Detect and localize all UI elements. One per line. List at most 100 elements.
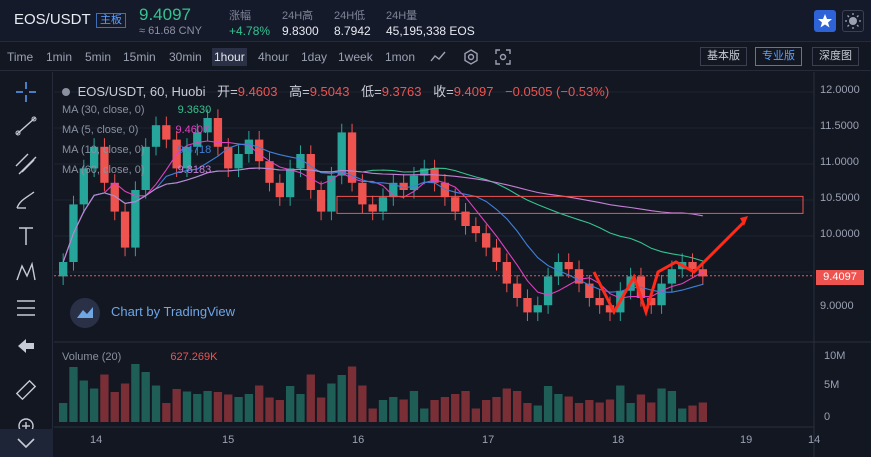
drawn-zigzag-arrow [592, 220, 746, 317]
candle-body [420, 168, 429, 176]
volume-bar [430, 400, 439, 422]
timeframe-15min[interactable]: 15min [123, 50, 156, 64]
candle-body [203, 118, 212, 133]
candle-body [316, 190, 326, 212]
back-arrow-icon[interactable] [14, 334, 38, 358]
volume-bar [203, 391, 212, 422]
pattern-tool-icon[interactable] [14, 260, 38, 284]
timeframe-1mon[interactable]: 1mon [385, 50, 416, 64]
candle-body [471, 226, 481, 234]
ma60-value: 9.8183 [177, 164, 212, 176]
trendline-icon[interactable] [14, 114, 38, 138]
candle-body [574, 269, 584, 284]
candle-body [285, 168, 295, 198]
volume-bar [595, 402, 604, 422]
candle-body [688, 262, 697, 270]
candle-body [647, 298, 656, 306]
chart-symbol[interactable]: EOS/USDT, 60, Huobi [77, 84, 206, 99]
volume-name: Volume (20) [62, 351, 122, 363]
open-value: 9.4603 [237, 84, 278, 99]
ma5-legend[interactable]: MA (5, close, 0) 9.4607 [62, 124, 209, 136]
tradingview-logo-icon [70, 298, 100, 328]
ma30-value: 9.3630 [177, 104, 212, 116]
stat-high-label: 24H高 [282, 10, 314, 22]
candle-body [451, 197, 460, 212]
collapse-toolbar-button[interactable] [0, 429, 53, 457]
price-chart[interactable]: 12.0000 11.5000 11.0000 10.5000 10.0000 9.000… [54, 72, 871, 457]
settings-gear-icon[interactable] [462, 48, 480, 66]
candle-body [657, 283, 666, 306]
fib-tool-icon[interactable] [14, 296, 38, 320]
candle-body [255, 139, 264, 162]
ma10-legend[interactable]: MA (10, close, 0) 9.4718 [62, 144, 211, 156]
candle-body [358, 182, 367, 205]
volume-bar [657, 388, 666, 422]
candle-body [523, 298, 532, 313]
price-axis-label: 9.0000 [820, 300, 854, 312]
tradingview-watermark[interactable]: Chart by TradingView [111, 304, 236, 319]
timeframe-1week[interactable]: 1week [338, 50, 373, 64]
ma10-name: MA (10, close, 0) [62, 144, 145, 156]
volume-bar [296, 394, 305, 422]
volume-bar [182, 391, 192, 422]
favorite-star-icon[interactable] [814, 10, 836, 32]
timeframe-1day[interactable]: 1day [301, 50, 328, 64]
volume-bar [337, 375, 346, 422]
crosshair-icon[interactable] [14, 80, 38, 104]
volume-legend[interactable]: Volume (20) 627.269K [62, 351, 217, 363]
high-value: 9.5043 [309, 84, 350, 99]
timeframe-1min[interactable]: 1min [46, 50, 73, 64]
ma30-legend[interactable]: MA (30, close, 0) 9.3630 [62, 104, 211, 116]
parallel-channel-icon[interactable] [14, 152, 38, 176]
volume-bar [120, 383, 130, 422]
chart-toolbar: Time 1min 5min 15min 30min 1hour 4hour 1… [0, 43, 871, 71]
timeframe-4hour[interactable]: 4hour [258, 50, 289, 64]
candle-body [554, 262, 563, 277]
screenshot-icon[interactable] [494, 48, 512, 66]
volume-bar [502, 388, 511, 422]
indicator-icon[interactable] [429, 48, 447, 66]
candle-body [162, 125, 171, 140]
volume-bar [451, 394, 460, 422]
volume-bar [347, 366, 357, 422]
volume-bar [234, 397, 243, 422]
volume-bar [358, 385, 367, 422]
time-axis-label: 15 [222, 434, 234, 446]
volume-bar [626, 403, 635, 422]
volume-bar [533, 405, 542, 422]
volume-bar [554, 394, 563, 422]
candle-body [327, 175, 336, 212]
pro-version-tab[interactable]: 专业版 [755, 47, 802, 66]
ma5-value: 9.4607 [175, 124, 210, 136]
volume-bar [574, 403, 584, 422]
candle-body [234, 154, 243, 169]
volume-bar [698, 402, 707, 422]
time-axis-label: 14 [808, 434, 820, 446]
timeframe-1hour[interactable]: 1hour [212, 48, 247, 66]
basic-version-tab[interactable]: 基本版 [700, 47, 747, 66]
volume-bar [461, 391, 470, 422]
ma60-name: MA (60, close, 0) [62, 164, 145, 176]
pair-name[interactable]: EOS/USDT [14, 11, 91, 28]
candle-body [461, 211, 470, 226]
candle-body [59, 262, 68, 277]
stat-high-value: 9.8300 [282, 24, 319, 38]
volume-bar [378, 400, 388, 422]
brush-icon[interactable] [14, 188, 38, 212]
volume-bar [492, 397, 501, 422]
candle-body [492, 247, 501, 262]
volume-bar [399, 399, 408, 422]
text-tool-icon[interactable] [14, 224, 38, 248]
theme-toggle-icon[interactable] [842, 10, 864, 32]
timeframe-time[interactable]: Time [7, 50, 34, 64]
volume-bar [667, 391, 677, 422]
timeframe-5min[interactable]: 5min [85, 50, 112, 64]
volume-bar [616, 385, 625, 422]
time-axis-label: 18 [612, 434, 624, 446]
volume-bar [306, 374, 315, 422]
depth-chart-tab[interactable]: 深度图 [812, 47, 859, 66]
candle-body [502, 262, 511, 284]
ma60-legend[interactable]: MA (60, close, 0) 9.8183 [62, 164, 211, 176]
ruler-icon[interactable] [14, 378, 38, 402]
timeframe-30min[interactable]: 30min [169, 50, 202, 64]
